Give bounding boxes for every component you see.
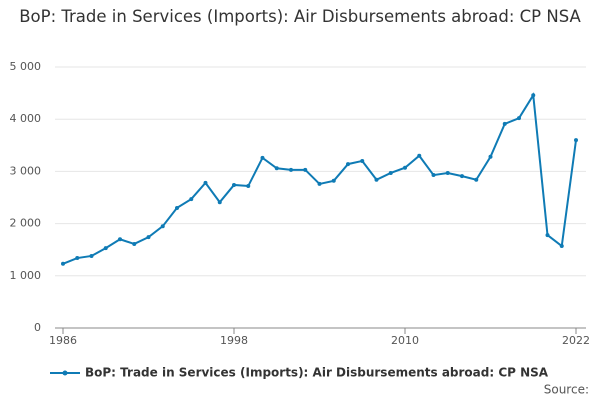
data-point <box>403 165 407 170</box>
data-point <box>289 167 293 172</box>
data-point <box>75 256 80 261</box>
data-point <box>246 184 251 189</box>
data-point <box>559 244 564 249</box>
data-point <box>118 237 122 242</box>
series-line <box>62 92 577 265</box>
data-point <box>303 167 308 172</box>
data-point <box>431 173 436 178</box>
data-point <box>331 178 336 183</box>
y-tick-label: 5 000 <box>10 60 42 73</box>
data-point <box>360 158 365 163</box>
data-point <box>317 181 322 186</box>
data-point <box>189 197 194 202</box>
data-point <box>460 174 464 179</box>
y-tick-label: 2 000 <box>10 217 42 230</box>
data-point <box>346 162 350 167</box>
data-point <box>260 155 265 160</box>
data-point <box>203 180 208 185</box>
data-point <box>374 177 379 182</box>
data-point <box>132 241 137 246</box>
data-point <box>274 166 279 171</box>
data-point <box>103 246 108 251</box>
x-tick-label: 1986 <box>49 334 77 347</box>
data-point <box>502 121 507 126</box>
source: Source: <box>544 383 589 397</box>
data-point <box>217 200 222 205</box>
legend-label: BoP: Trade in Services (Imports): Air Di… <box>85 366 549 380</box>
legend-marker <box>62 370 68 376</box>
data-point <box>160 224 165 229</box>
data-point <box>445 170 450 175</box>
y-tick-label: 3 000 <box>10 164 42 177</box>
data-point <box>232 182 236 187</box>
data-point <box>89 253 94 258</box>
data-point <box>531 93 536 98</box>
y-tick-label: 0 <box>34 321 41 334</box>
data-point <box>388 170 393 175</box>
data-point <box>175 205 179 210</box>
data-point <box>146 235 151 240</box>
data-point <box>474 177 479 182</box>
data-point <box>517 116 521 121</box>
data-point <box>61 261 65 266</box>
x-tick-label: 2010 <box>391 334 419 347</box>
data-point <box>545 233 550 238</box>
y-tick-label: 1 000 <box>10 269 42 282</box>
chart-title: BoP: Trade in Services (Imports): Air Di… <box>19 7 581 26</box>
data-point <box>417 153 422 158</box>
data-point <box>488 154 493 159</box>
x-tick-label: 1998 <box>220 334 248 347</box>
x-tick-label: 2022 <box>562 334 590 347</box>
y-tick-label: 4 000 <box>10 112 42 125</box>
data-point <box>574 138 578 143</box>
